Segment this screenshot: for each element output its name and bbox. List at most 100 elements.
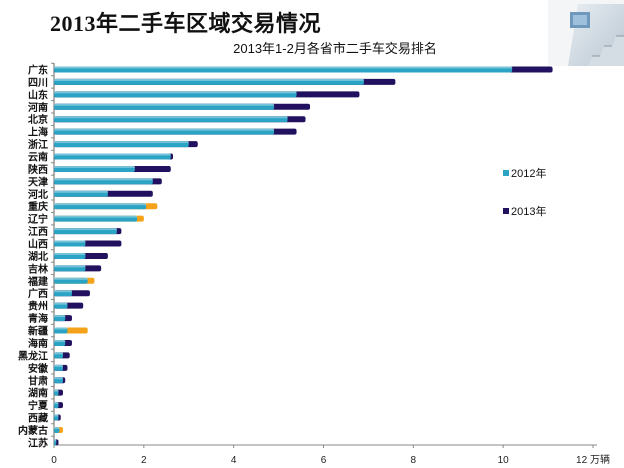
bar-shine xyxy=(54,153,171,156)
bar-shine xyxy=(54,389,59,392)
y-tick-label: 新疆 xyxy=(28,325,48,338)
bar-2012 xyxy=(54,128,275,135)
y-tick-label: 西藏 xyxy=(28,412,48,425)
bar-2012 xyxy=(54,377,63,384)
y-tick-label: 内蒙古 xyxy=(18,424,48,437)
bar-shine xyxy=(54,265,86,268)
bar-shine xyxy=(54,190,108,193)
bar-shine xyxy=(54,91,297,94)
bar-2012 xyxy=(54,91,297,98)
legend-label: 2012年 xyxy=(511,166,546,180)
y-tick-label: 广西 xyxy=(28,287,48,300)
y-tick-label: 江西 xyxy=(28,225,48,238)
y-tick-label: 辽宁 xyxy=(28,213,48,226)
legend-swatch xyxy=(503,170,509,176)
y-tick-label: 山东 xyxy=(28,88,48,101)
x-tick-label: 8 xyxy=(411,455,417,466)
bar-2012 xyxy=(54,78,364,85)
bar-shine xyxy=(54,402,59,405)
bar-2012 xyxy=(54,141,189,148)
y-tick-label: 四川 xyxy=(28,77,48,89)
legend-label: 2013年 xyxy=(511,204,546,218)
x-tick-label: 4 xyxy=(231,455,237,466)
y-tick-label: 云南 xyxy=(28,151,48,164)
bar-2012 xyxy=(54,402,59,409)
y-tick-label: 贵州 xyxy=(28,300,48,313)
bar-shine xyxy=(54,364,63,367)
bar-shine xyxy=(54,78,364,81)
bar-2012 xyxy=(54,103,275,110)
bar-2012 xyxy=(54,277,88,284)
bar-shine xyxy=(54,103,275,106)
y-tick-label: 青海 xyxy=(28,312,48,325)
bar-2012 xyxy=(54,228,117,235)
y-tick-label: 陕西 xyxy=(28,163,48,176)
slide-title: 2013年二手车区域交易情况 xyxy=(50,11,322,36)
y-tick-label: 吉林 xyxy=(28,262,49,275)
bar-shine xyxy=(54,252,86,255)
y-tick-label: 河南 xyxy=(28,101,48,114)
bar-shine xyxy=(54,277,88,280)
bar-2012 xyxy=(54,153,171,160)
bar-shine xyxy=(54,315,66,318)
y-tick-label: 浙江 xyxy=(28,138,48,151)
bar-shine xyxy=(54,290,72,293)
bar-2012 xyxy=(54,327,68,334)
bar-shine xyxy=(54,339,66,342)
bar-shine xyxy=(54,215,138,218)
bar-shine xyxy=(54,377,63,380)
bar-2012 xyxy=(54,215,138,222)
bar-2012 xyxy=(54,364,63,371)
bar-2012 xyxy=(54,190,108,197)
bar-2012 xyxy=(54,66,513,73)
bar-2012 xyxy=(54,302,68,309)
bar-2012 xyxy=(54,203,147,210)
y-tick-label: 甘肃 xyxy=(28,374,48,387)
bar-shine xyxy=(54,240,86,243)
y-tick-label: 重庆 xyxy=(28,200,48,213)
bar-2012 xyxy=(54,339,66,346)
bar-shine xyxy=(54,439,57,442)
x-tick-label: 6 xyxy=(321,455,327,466)
bar-shine xyxy=(54,426,60,429)
y-tick-label: 河北 xyxy=(28,188,48,201)
bar-shine xyxy=(54,352,63,355)
y-tick-label: 山西 xyxy=(28,238,48,251)
bar-shine xyxy=(54,228,117,231)
bar-2012 xyxy=(54,414,59,421)
y-tick-label: 广东 xyxy=(28,64,48,77)
bar-shine xyxy=(54,116,288,119)
bar-shine xyxy=(54,414,59,417)
bar-shine xyxy=(54,66,513,69)
y-tick-label: 江苏 xyxy=(28,436,48,449)
bar-shine xyxy=(54,327,68,330)
y-tick-label: 安徽 xyxy=(28,362,49,375)
bar-shine xyxy=(54,203,147,206)
y-tick-label: 上海 xyxy=(28,126,48,139)
y-tick-label: 黑龙江 xyxy=(18,349,48,362)
y-tick-label: 湖北 xyxy=(28,250,48,263)
staircase-decoration-icon xyxy=(548,0,624,66)
bar-2012 xyxy=(54,240,86,247)
bar-2012 xyxy=(54,315,66,322)
y-tick-label: 海南 xyxy=(28,337,48,350)
bar-2012 xyxy=(54,426,60,433)
x-tick-label: 2 xyxy=(141,455,147,466)
x-tick-label: 0 xyxy=(51,455,57,466)
bar-2012 xyxy=(54,252,86,259)
y-tick-label: 福建 xyxy=(27,275,49,288)
y-tick-label: 北京 xyxy=(28,113,48,126)
bar-shine xyxy=(54,128,275,131)
bar-shine xyxy=(54,302,68,305)
y-tick-label: 天津 xyxy=(28,175,48,188)
bar-2012 xyxy=(54,165,135,172)
bar-2012 xyxy=(54,290,72,297)
x-tick-label: 10 xyxy=(498,455,510,466)
bar-shine xyxy=(54,178,153,181)
legend-swatch xyxy=(503,208,509,214)
bar-shine xyxy=(54,165,135,168)
y-tick-label: 湖南 xyxy=(28,387,48,400)
bar-2012 xyxy=(54,389,59,396)
chart-title: 2013年1-2月各省市二手车交易排名 xyxy=(233,41,437,56)
